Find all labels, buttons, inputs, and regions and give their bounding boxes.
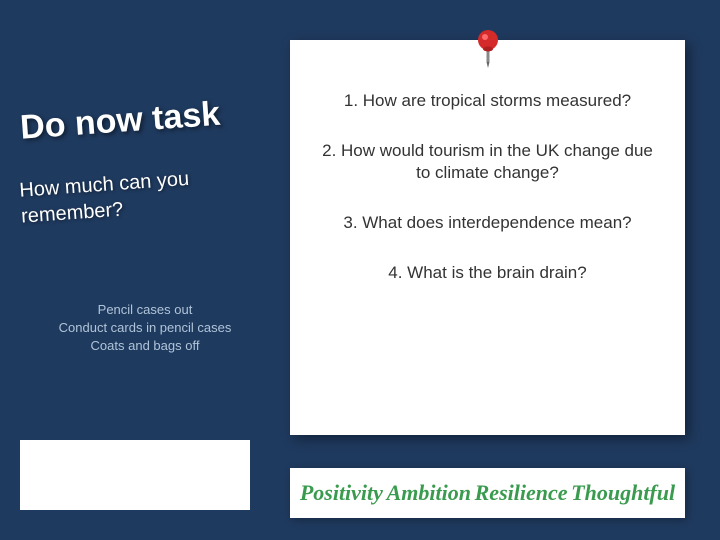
value-word: Ambition [387, 480, 471, 506]
question-item: 4. What is the brain drain? [320, 262, 655, 284]
question-item: 3. What does interdependence mean? [320, 212, 655, 234]
values-bar: Positivity Ambition Resilience Thoughtfu… [290, 468, 685, 518]
subtitle-line-2: remember? [20, 199, 124, 228]
question-item: 2. How would tourism in the UK change du… [320, 140, 655, 184]
blank-box [20, 440, 250, 510]
task-subtitle: How much can you remember? [18, 160, 271, 229]
instruction-line-2: Conduct cards in pencil cases [20, 319, 270, 337]
subtitle-line-1: How much can you [19, 168, 190, 202]
value-word: Thoughtful [571, 480, 675, 506]
value-word: Resilience [475, 480, 568, 506]
instruction-line-1: Pencil cases out [20, 301, 270, 319]
note-card: 1. How are tropical storms measured? 2. … [290, 40, 685, 435]
instruction-line-3: Coats and bags off [20, 337, 270, 355]
value-word: Positivity [300, 480, 383, 506]
question-item: 1. How are tropical storms measured? [320, 90, 655, 112]
instructions-block: Pencil cases out Conduct cards in pencil… [20, 301, 270, 356]
questions-list: 1. How are tropical storms measured? 2. … [320, 90, 655, 284]
push-pin-icon [472, 28, 504, 73]
left-column: Do now task How much can you remember? P… [0, 0, 280, 540]
task-title: Do now task [19, 91, 271, 147]
